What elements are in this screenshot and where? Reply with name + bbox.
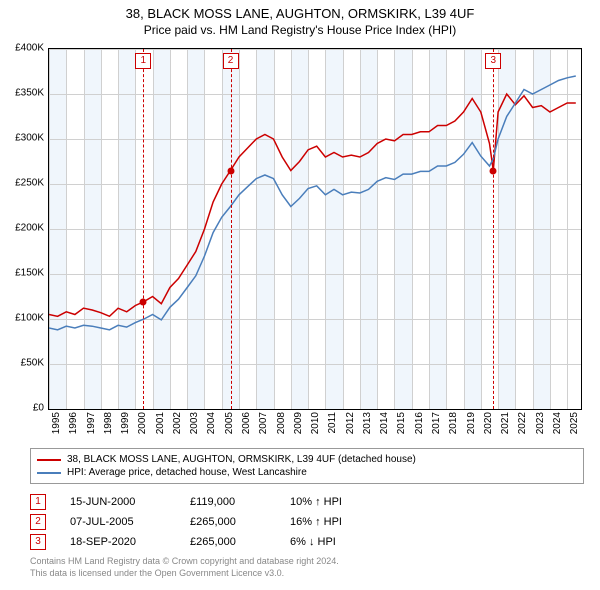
x-tick-label: 1997 <box>86 412 97 442</box>
x-tick-label: 2004 <box>206 412 217 442</box>
sale-row: 2 07-JUL-2005 £265,000 16% ↑ HPI <box>30 512 390 532</box>
series-line <box>49 76 576 330</box>
sale-marker-line <box>231 49 232 409</box>
sale-marker-icon: 3 <box>30 534 46 550</box>
chart-lines <box>49 49 581 409</box>
y-tick-label: £0 <box>4 403 44 414</box>
chart-subtitle: Price paid vs. HM Land Registry's House … <box>0 23 600 37</box>
x-tick-label: 1996 <box>68 412 79 442</box>
x-tick-label: 2019 <box>466 412 477 442</box>
sale-table: 1 15-JUN-2000 £119,000 10% ↑ HPI 2 07-JU… <box>30 492 390 552</box>
x-tick-label: 2011 <box>327 412 338 442</box>
x-tick-label: 1995 <box>51 412 62 442</box>
x-tick-label: 2001 <box>155 412 166 442</box>
sale-marker-icon: 1 <box>30 494 46 510</box>
sale-pct: 16% ↑ HPI <box>290 516 390 528</box>
x-tick-label: 2016 <box>414 412 425 442</box>
x-tick-label: 2021 <box>500 412 511 442</box>
plot-area: 1 2 3 <box>48 48 582 410</box>
sale-marker-line <box>493 49 494 409</box>
x-tick-label: 2024 <box>552 412 563 442</box>
y-tick-label: £300K <box>4 133 44 144</box>
x-tick-label: 2012 <box>345 412 356 442</box>
x-tick-label: 2009 <box>293 412 304 442</box>
sale-marker-line <box>143 49 144 409</box>
legend-label: HPI: Average price, detached house, West… <box>67 467 307 478</box>
y-tick-label: £200K <box>4 223 44 234</box>
x-tick-label: 2017 <box>431 412 442 442</box>
x-tick-label: 2023 <box>535 412 546 442</box>
x-tick-label: 2008 <box>276 412 287 442</box>
sale-price: £265,000 <box>190 536 290 548</box>
sale-marker-dot <box>140 298 147 305</box>
title-block: 38, BLACK MOSS LANE, AUGHTON, ORMSKIRK, … <box>0 0 600 37</box>
x-tick-label: 2003 <box>189 412 200 442</box>
chart-container: 38, BLACK MOSS LANE, AUGHTON, ORMSKIRK, … <box>0 0 600 590</box>
x-tick-label: 1998 <box>103 412 114 442</box>
legend-label: 38, BLACK MOSS LANE, AUGHTON, ORMSKIRK, … <box>67 454 416 465</box>
x-tick-label: 2007 <box>258 412 269 442</box>
x-tick-label: 1999 <box>120 412 131 442</box>
x-tick-label: 2000 <box>137 412 148 442</box>
sale-pct: 10% ↑ HPI <box>290 496 390 508</box>
sale-pct: 6% ↓ HPI <box>290 536 390 548</box>
x-tick-label: 2020 <box>483 412 494 442</box>
x-tick-label: 2005 <box>224 412 235 442</box>
sale-row: 3 18-SEP-2020 £265,000 6% ↓ HPI <box>30 532 390 552</box>
sale-date: 15-JUN-2000 <box>70 496 190 508</box>
x-tick-label: 2002 <box>172 412 183 442</box>
y-tick-label: £50K <box>4 358 44 369</box>
x-tick-label: 2015 <box>396 412 407 442</box>
sale-date: 07-JUL-2005 <box>70 516 190 528</box>
x-tick-label: 2014 <box>379 412 390 442</box>
footer-line: Contains HM Land Registry data © Crown c… <box>30 556 339 568</box>
x-tick-label: 2006 <box>241 412 252 442</box>
chart-title: 38, BLACK MOSS LANE, AUGHTON, ORMSKIRK, … <box>0 6 600 21</box>
sale-row: 1 15-JUN-2000 £119,000 10% ↑ HPI <box>30 492 390 512</box>
y-tick-label: £150K <box>4 268 44 279</box>
sale-marker-icon: 2 <box>30 514 46 530</box>
footer: Contains HM Land Registry data © Crown c… <box>30 556 339 579</box>
x-tick-label: 2018 <box>448 412 459 442</box>
legend-item: HPI: Average price, detached house, West… <box>37 466 577 479</box>
y-tick-label: £400K <box>4 43 44 54</box>
y-tick-label: £100K <box>4 313 44 324</box>
x-tick-label: 2022 <box>517 412 528 442</box>
legend: 38, BLACK MOSS LANE, AUGHTON, ORMSKIRK, … <box>30 448 584 484</box>
sale-marker-label: 1 <box>135 53 151 69</box>
sale-price: £265,000 <box>190 516 290 528</box>
sale-marker-label: 2 <box>223 53 239 69</box>
sale-price: £119,000 <box>190 496 290 508</box>
x-tick-label: 2025 <box>569 412 580 442</box>
sale-marker-label: 3 <box>485 53 501 69</box>
footer-line: This data is licensed under the Open Gov… <box>30 568 339 580</box>
y-tick-label: £250K <box>4 178 44 189</box>
sale-marker-dot <box>490 167 497 174</box>
legend-item: 38, BLACK MOSS LANE, AUGHTON, ORMSKIRK, … <box>37 453 577 466</box>
legend-swatch <box>37 459 61 461</box>
sale-marker-dot <box>227 167 234 174</box>
y-tick-label: £350K <box>4 88 44 99</box>
legend-swatch <box>37 472 61 474</box>
x-tick-label: 2013 <box>362 412 373 442</box>
sale-date: 18-SEP-2020 <box>70 536 190 548</box>
series-line <box>49 94 576 316</box>
x-tick-label: 2010 <box>310 412 321 442</box>
